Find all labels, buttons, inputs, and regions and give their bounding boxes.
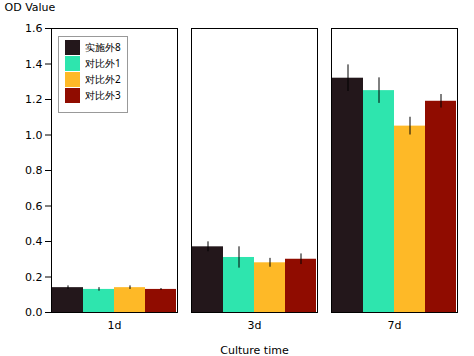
svg-text:0.6: 0.6 [25, 200, 43, 213]
svg-text:1.6: 1.6 [25, 22, 43, 35]
svg-text:OD Value: OD Value [5, 1, 56, 14]
svg-text:0.2: 0.2 [25, 271, 43, 284]
html-text:对比外1: 对比外1 [85, 56, 121, 70]
html-text:对比外2: 对比外2 [85, 72, 121, 86]
svg-text:1.0: 1.0 [25, 129, 43, 142]
svg-text:1.2: 1.2 [25, 93, 43, 106]
svg-text:0.0: 0.0 [25, 306, 43, 319]
svg-text:0.8: 0.8 [25, 164, 43, 177]
svg-text:1.4: 1.4 [25, 58, 43, 71]
svg-text:0.4: 0.4 [25, 235, 43, 248]
svg-text:3d: 3d [248, 319, 262, 332]
svg-text:Culture time: Culture time [220, 344, 289, 356]
html-text:实施外8: 实施外8 [85, 40, 121, 54]
html-text:对比外3: 对比外3 [85, 88, 121, 102]
svg-text:1d: 1d [108, 319, 122, 332]
svg-text:7d: 7d [388, 319, 402, 332]
